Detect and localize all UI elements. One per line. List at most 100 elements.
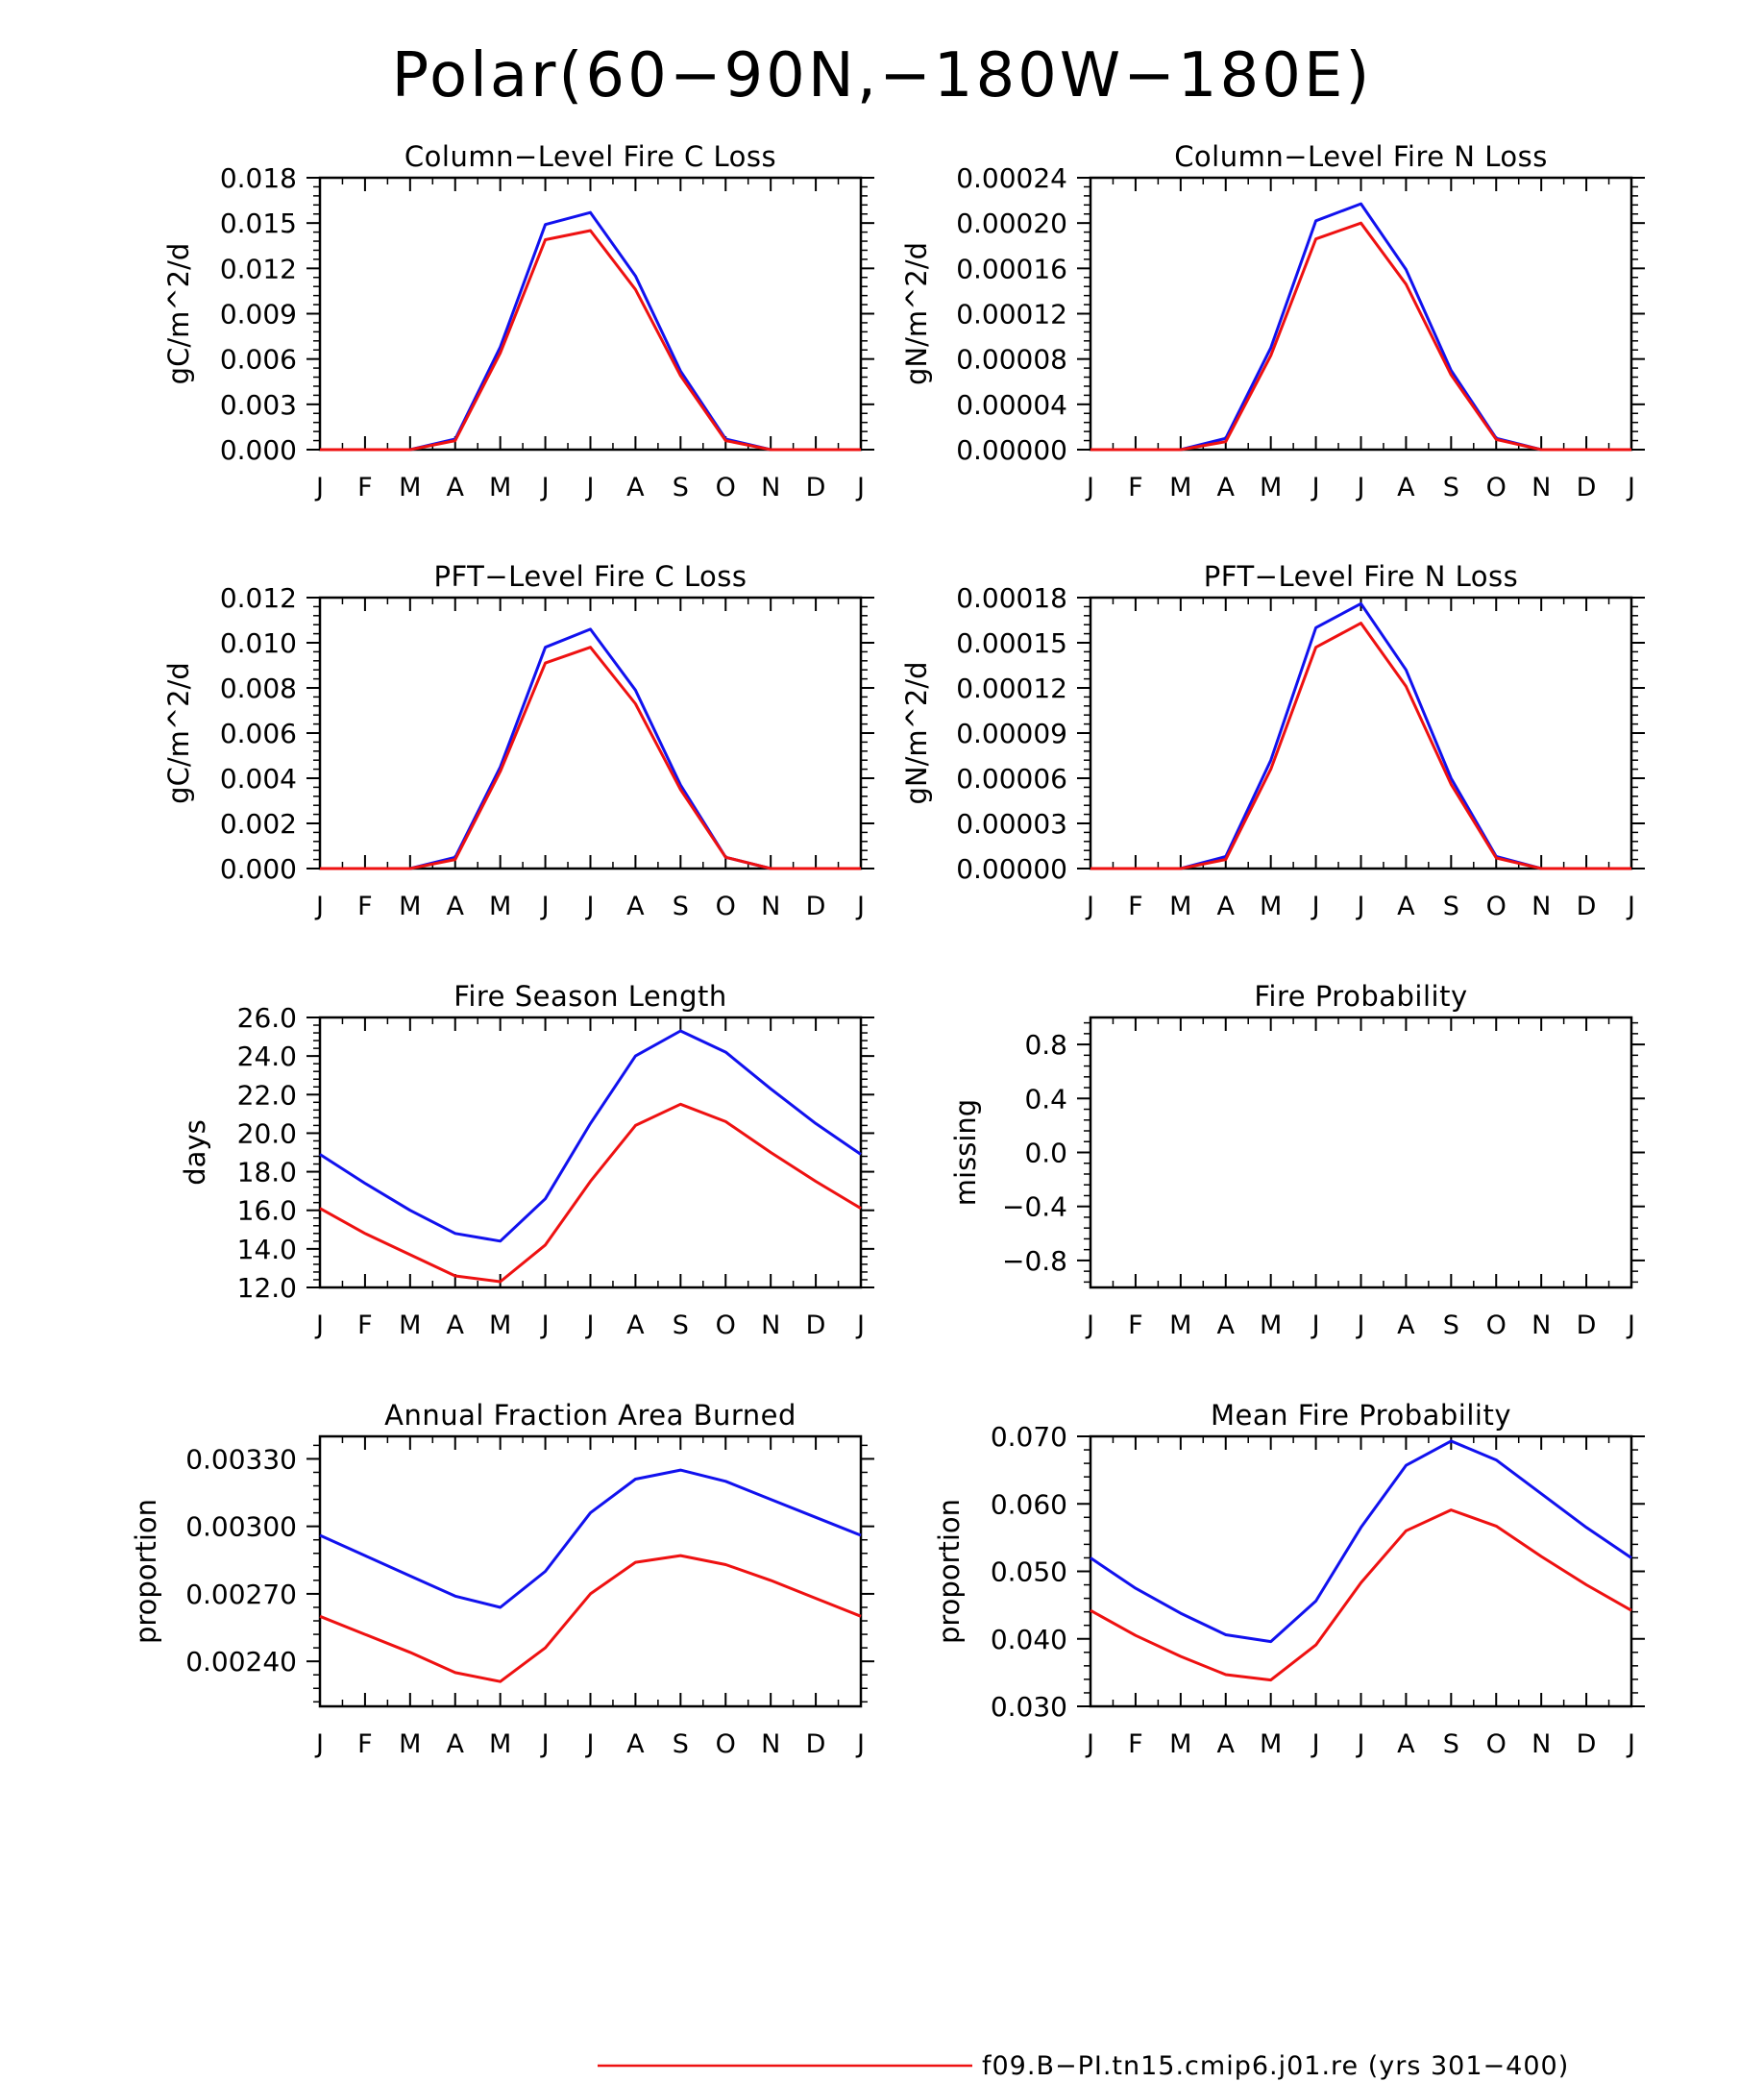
y-tick-label: 0.0	[1024, 1138, 1067, 1169]
y-tick-label: 0.00018	[956, 582, 1067, 614]
y-axis-label: gC/m^2/d	[162, 243, 195, 385]
x-tick-label: M	[1260, 473, 1282, 502]
x-tick-label: F	[1128, 1310, 1143, 1340]
y-tick-label: 0.00024	[956, 162, 1067, 194]
y-axis-label: gN/m^2/d	[900, 661, 933, 804]
chart-panel-5: J F M A M J J A S O N D J12.014.016.018.020.022.024.…	[179, 980, 874, 1340]
plot-frame	[318, 176, 863, 452]
x-tick-label: J	[1626, 1729, 1635, 1759]
chart-panels: J F M A M J J A S O N D J0.0000.0030.0060.0090.0120.…	[130, 140, 1645, 1759]
y-tick-label: 0.004	[220, 763, 297, 795]
y-tick-label: 0.006	[220, 718, 297, 749]
series-line-2	[319, 1102, 862, 1284]
chart-title: PFT−Level Fire N Loss	[1204, 560, 1518, 593]
x-tick-label: J	[1311, 892, 1320, 921]
x-tick-label: J	[585, 473, 595, 502]
x-tick-label: F	[357, 473, 373, 502]
x-tick-label: F	[357, 892, 373, 921]
x-tick-label: A	[1397, 892, 1415, 921]
x-tick-label: N	[1531, 892, 1551, 921]
x-tick-label: M	[489, 1310, 511, 1340]
y-tick-label: 0.00006	[956, 763, 1067, 795]
y-tick-label: 0.00330	[185, 1443, 297, 1475]
x-tick-label: M	[1260, 1729, 1282, 1759]
x-tick-label: N	[761, 892, 780, 921]
y-tick-label: 0.00008	[956, 344, 1067, 376]
y-axis-label: gN/m^2/d	[900, 242, 933, 385]
x-tick-label: A	[626, 1310, 645, 1340]
series-line-1	[319, 1468, 862, 1609]
y-tick-label: 0.00270	[185, 1579, 297, 1610]
y-tick-label: 24.0	[237, 1041, 297, 1072]
y-tick-label: 0.00012	[956, 299, 1067, 331]
x-tick-label: J	[1356, 473, 1365, 502]
series-line-1	[320, 210, 861, 452]
series-line-2	[1090, 1508, 1632, 1682]
x-tick-label: M	[1260, 892, 1282, 921]
x-tick-label: A	[447, 892, 465, 921]
x-tick-label: A	[1397, 1729, 1415, 1759]
y-tick-label: −0.4	[1002, 1191, 1067, 1223]
x-tick-label: J	[314, 892, 324, 921]
x-tick-label: J	[1356, 892, 1365, 921]
series-line-2	[1090, 622, 1631, 870]
x-tick-label: O	[716, 1310, 736, 1340]
x-tick-label: O	[1486, 1729, 1507, 1759]
x-tick-label: A	[1217, 473, 1236, 502]
x-tick-label: J	[1085, 892, 1094, 921]
chart-panel-8: J F M A M J J A S O N D J0.0300.0400.0500.0600.070Me…	[933, 1399, 1645, 1759]
chart-title: Annual Fraction Area Burned	[384, 1399, 796, 1432]
series-line-2	[319, 1554, 862, 1683]
y-tick-label: −0.8	[1002, 1245, 1067, 1277]
y-tick-label: 0.010	[220, 627, 297, 659]
y-tick-label: 18.0	[237, 1157, 297, 1188]
plot-frame	[318, 1016, 863, 1289]
x-tick-label: A	[626, 892, 645, 921]
series-line-1	[1090, 601, 1631, 870]
y-tick-label: 0.00012	[956, 673, 1067, 704]
chart-title: Fire Probability	[1254, 980, 1467, 1013]
y-tick-label: 0.008	[220, 673, 297, 704]
y-tick-label: 0.070	[991, 1421, 1067, 1453]
x-tick-label: A	[447, 473, 465, 502]
y-tick-label: 0.015	[220, 208, 297, 239]
x-tick-label: S	[673, 1729, 689, 1759]
x-tick-label: M	[1169, 473, 1191, 502]
x-tick-label: N	[761, 1729, 780, 1759]
x-tick-label: M	[1169, 892, 1191, 921]
x-tick-label: M	[489, 892, 511, 921]
x-tick-label: S	[1443, 1310, 1459, 1340]
x-tick-label: M	[399, 892, 421, 921]
x-tick-label: J	[314, 473, 324, 502]
x-tick-label: A	[447, 1729, 465, 1759]
y-tick-label: 20.0	[237, 1117, 297, 1149]
x-tick-label: J	[1085, 473, 1094, 502]
y-tick-label: 0.012	[220, 253, 297, 284]
plot-frame	[318, 596, 863, 870]
y-axis-label: proportion	[130, 1499, 162, 1644]
y-axis-label: missing	[949, 1099, 982, 1206]
series-line-1	[1090, 202, 1631, 452]
y-tick-label: 0.00300	[185, 1511, 297, 1543]
y-tick-label: 0.030	[991, 1691, 1067, 1723]
x-tick-label: N	[1531, 1310, 1551, 1340]
y-tick-label: 0.00009	[956, 718, 1067, 749]
chart-panel-1: J F M A M J J A S O N D J0.0000.0030.0060.0090.0120.…	[162, 140, 874, 502]
x-tick-label: J	[1311, 473, 1320, 502]
x-tick-label: J	[1311, 1729, 1320, 1759]
x-tick-label: J	[585, 1729, 595, 1759]
x-tick-label: J	[855, 473, 865, 502]
x-tick-label: J	[1356, 1729, 1365, 1759]
y-tick-label: 0.00000	[956, 853, 1067, 885]
x-tick-label: D	[806, 892, 826, 921]
y-tick-label: 22.0	[237, 1079, 297, 1111]
x-tick-label: J	[314, 1729, 324, 1759]
chart-title: Column−Level Fire N Loss	[1174, 140, 1548, 173]
y-tick-label: 0.012	[220, 582, 297, 614]
x-tick-label: J	[855, 1310, 865, 1340]
x-tick-label: J	[314, 1310, 324, 1340]
plot-frame	[1089, 176, 1633, 452]
x-tick-label: D	[1577, 892, 1597, 921]
x-tick-label: D	[1577, 1310, 1597, 1340]
